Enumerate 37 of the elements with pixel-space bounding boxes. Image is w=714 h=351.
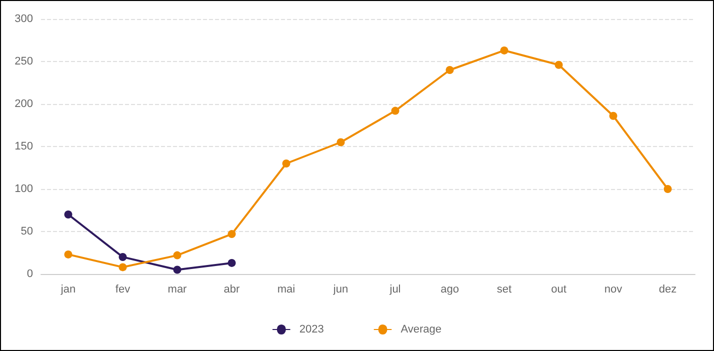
point	[336, 138, 345, 146]
y-tick-label: 50	[20, 226, 33, 238]
y-tick-label: 0	[26, 268, 33, 280]
point	[64, 210, 72, 218]
x-tick-label: fev	[115, 284, 131, 296]
point	[282, 160, 290, 168]
x-tick-label: mar	[168, 284, 188, 296]
point	[173, 266, 182, 274]
x-tick-label: jul	[388, 284, 401, 296]
point	[391, 106, 400, 115]
point	[64, 250, 72, 258]
point	[609, 112, 618, 120]
x-tick-label: ago	[440, 284, 459, 296]
point	[118, 253, 127, 261]
point	[500, 46, 508, 54]
point	[118, 263, 127, 272]
point	[664, 185, 672, 193]
x-tick-label: out	[551, 284, 566, 296]
point	[173, 251, 182, 260]
point	[228, 230, 236, 238]
x-tick-label: jun	[332, 284, 348, 296]
y-tick-label: 250	[14, 56, 33, 68]
legend-label: Average	[400, 324, 442, 336]
x-tick-label: set	[496, 284, 512, 296]
point	[228, 258, 236, 267]
x-tick-label: nov	[604, 284, 623, 296]
x-tick-label: mai	[277, 284, 296, 296]
x-tick-label: dez	[658, 284, 677, 296]
y-tick-label: 300	[14, 13, 33, 25]
legend-label: 2023	[299, 324, 324, 336]
y-tick-label: 150	[14, 140, 33, 152]
x-tick-label: abr	[224, 284, 240, 296]
point	[554, 60, 563, 69]
point	[446, 66, 454, 74]
y-tick-label: 200	[14, 98, 33, 110]
x-tick-label: jan	[60, 284, 76, 296]
y-tick-label: 100	[14, 183, 33, 195]
